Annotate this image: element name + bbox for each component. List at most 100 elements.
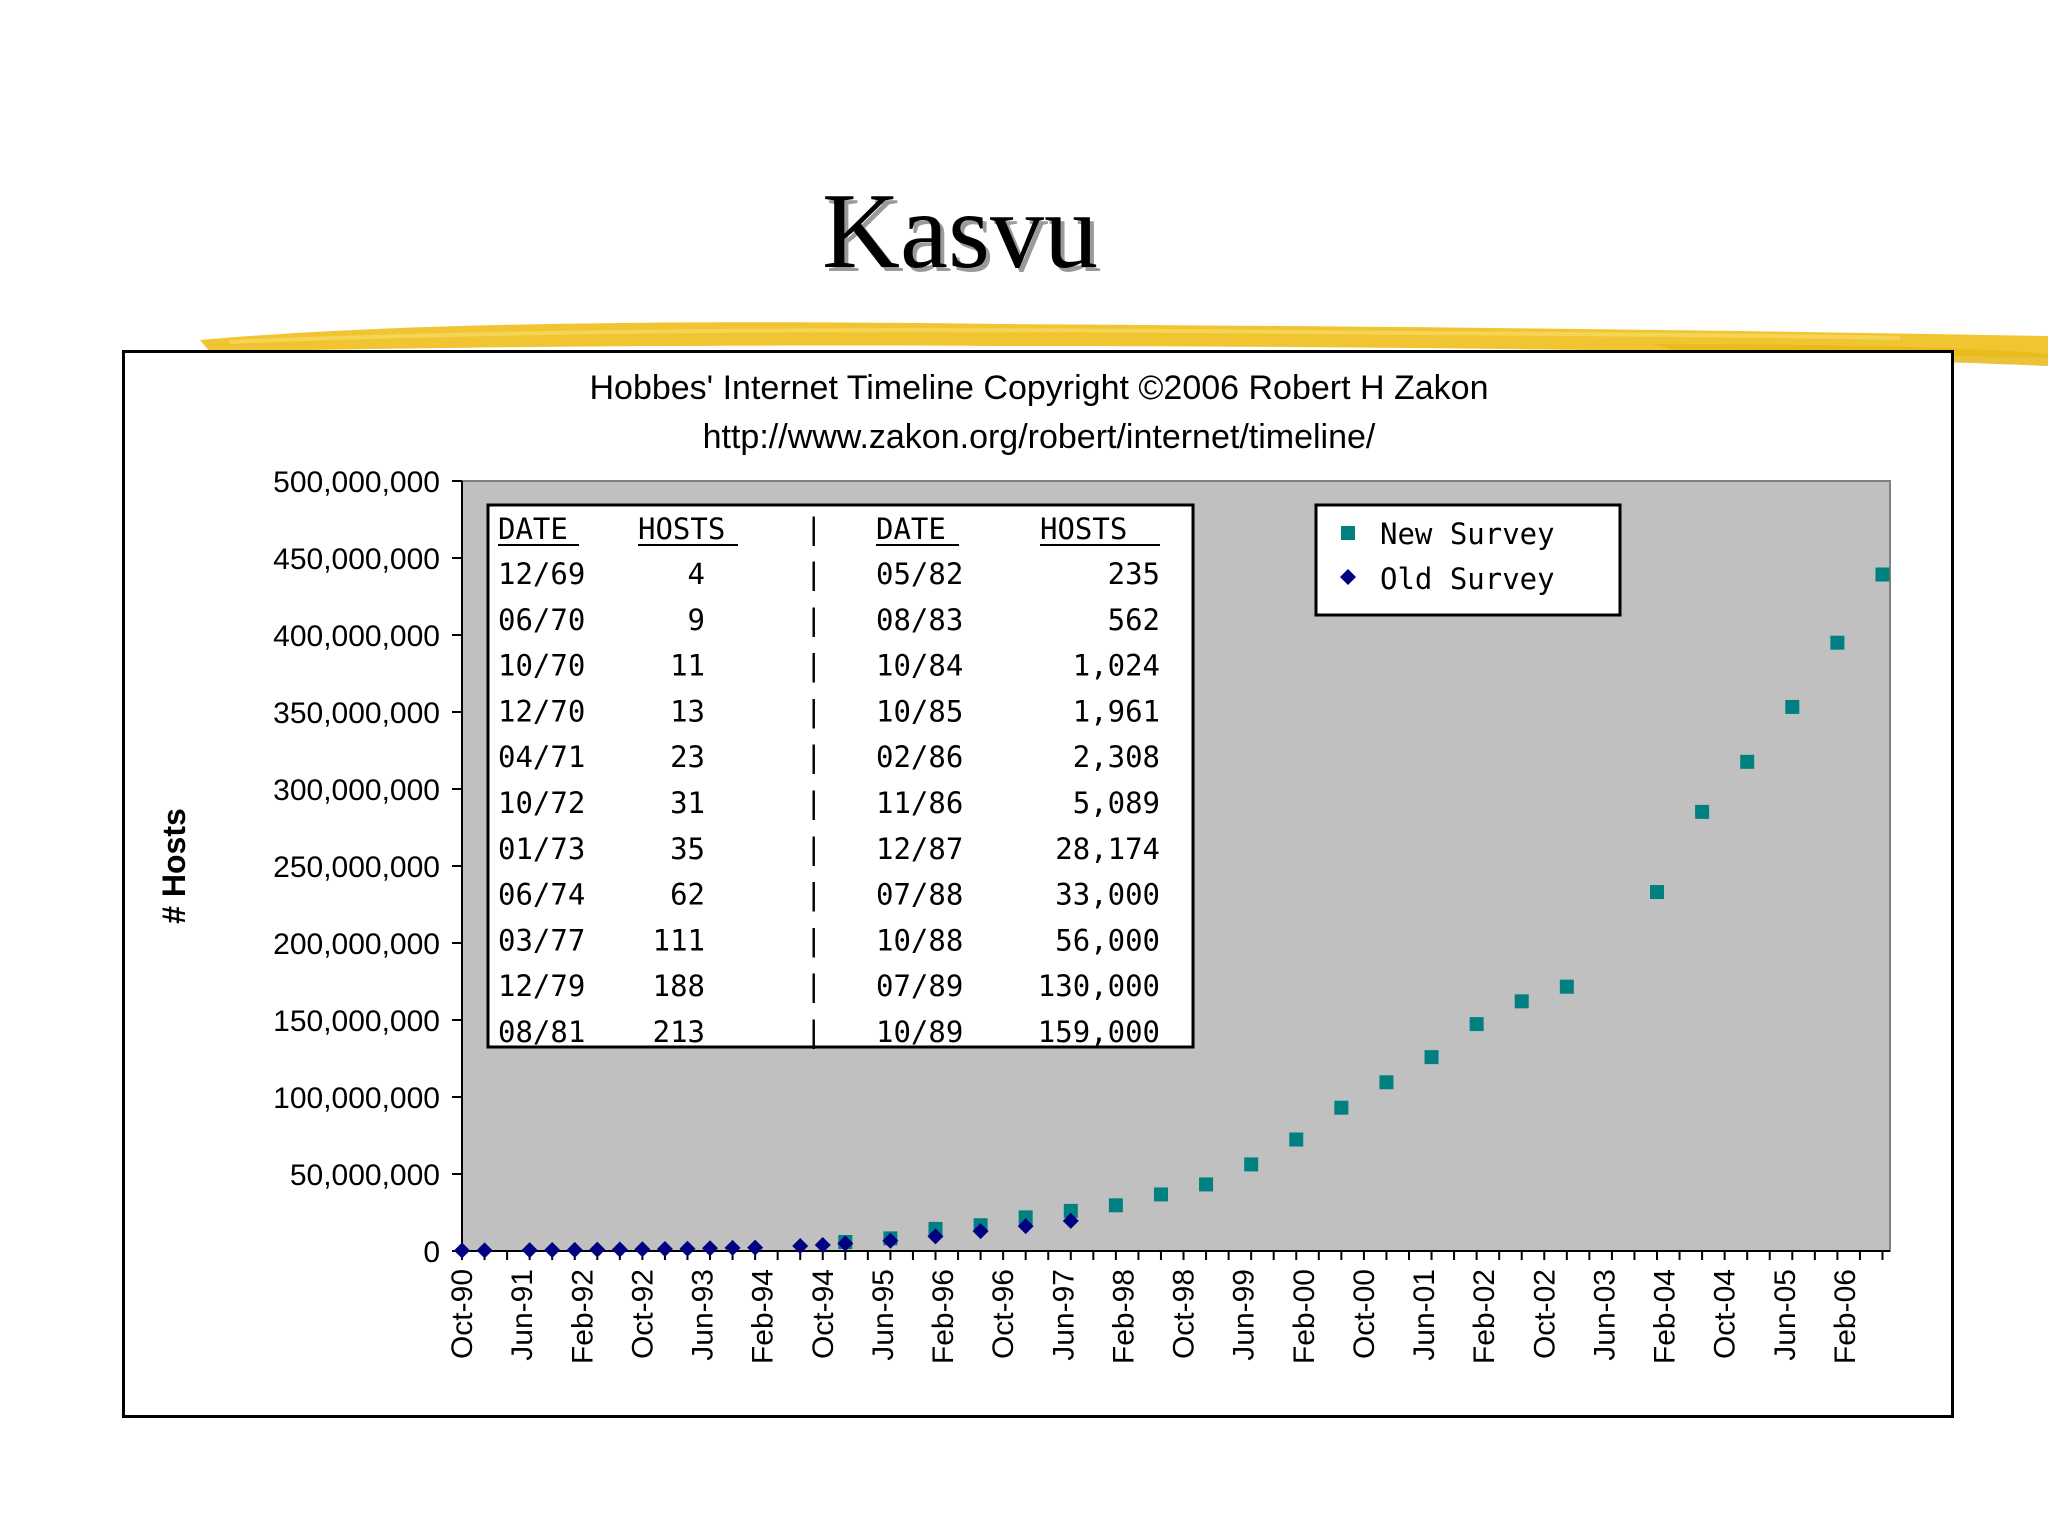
history-table: DATE HOSTS | DATE HOSTS 12/69 4 | 05/82 235 06/70 9… <box>486 503 1195 1049</box>
table-cell: 1,961 <box>1073 694 1160 728</box>
new-survey-point <box>1740 754 1755 769</box>
table-cell: 03/77 <box>498 923 585 957</box>
old-survey-point <box>927 1228 944 1245</box>
table-header-cell: DATE <box>876 512 946 546</box>
table-cell: 07/89 <box>876 969 963 1003</box>
old-survey-point <box>679 1240 696 1257</box>
x-tick-label: Oct-04 <box>1709 1269 1742 1359</box>
table-cell: 05/82 <box>876 557 963 591</box>
new-survey-point <box>1785 699 1800 714</box>
y-tick-label: 100,000,000 <box>273 1082 440 1115</box>
table-cell: | <box>805 969 822 1003</box>
x-tick-label: Jun-03 <box>1588 1269 1621 1361</box>
table-cell: 159,000 <box>1038 1015 1160 1049</box>
table-cell: 10/72 <box>498 786 585 820</box>
x-tick-label: Feb-92 <box>566 1269 599 1364</box>
old-survey-point <box>702 1240 719 1257</box>
old-survey-point <box>656 1240 673 1257</box>
table-cell: | <box>805 557 822 591</box>
old-survey-point <box>724 1239 741 1256</box>
legend: New Survey Old Survey <box>1314 503 1622 617</box>
x-tick-label: Feb-04 <box>1649 1269 1682 1364</box>
table-cell: 12/70 <box>498 694 585 728</box>
old-survey-point <box>882 1232 899 1249</box>
x-tick-label: Feb-96 <box>927 1269 960 1364</box>
table-cell: 31 <box>670 786 705 820</box>
x-tick-label: Oct-00 <box>1348 1269 1381 1359</box>
chart-subtitle: http://www.zakon.org/robert/internet/tim… <box>703 418 1376 456</box>
table-cell: 04/71 <box>498 740 585 774</box>
table-cell: 562 <box>1108 603 1160 637</box>
legend-label-new-survey: New Survey <box>1380 517 1555 551</box>
x-tick-label: Feb-98 <box>1107 1269 1140 1364</box>
x-tick-label: Jun-05 <box>1769 1269 1802 1361</box>
table-cell: 23 <box>670 740 705 774</box>
new-survey-point <box>1424 1050 1439 1065</box>
table-cell: | <box>805 603 822 637</box>
table-cell: 213 <box>653 1015 705 1049</box>
new-survey-point <box>1244 1157 1259 1172</box>
table-cell: | <box>805 694 822 728</box>
y-tick-label: 150,000,000 <box>273 1005 440 1038</box>
new-survey-point <box>1153 1187 1168 1202</box>
new-survey-point <box>1469 1017 1484 1032</box>
table-header-cell: HOSTS <box>638 512 725 546</box>
table-cell: 10/84 <box>876 649 963 683</box>
y-tick-label: 250,000,000 <box>273 851 440 884</box>
y-tick-label: 500,000,000 <box>273 466 440 499</box>
table-header-cell: DATE <box>498 512 568 546</box>
x-tick-label: Feb-02 <box>1468 1269 1501 1364</box>
old-survey-point <box>634 1241 651 1258</box>
table-header-cell: HOSTS <box>1040 512 1127 546</box>
x-tick-label: Jun-93 <box>687 1269 720 1361</box>
old-survey-point <box>589 1241 606 1258</box>
history-table-box <box>486 503 1195 1049</box>
table-cell: 4 <box>688 557 705 591</box>
old-survey-points <box>454 1212 1079 1259</box>
x-tick-label: Feb-94 <box>747 1269 780 1364</box>
old-survey-point <box>1017 1218 1034 1235</box>
table-cell: 01/73 <box>498 832 585 866</box>
table-cell: 06/70 <box>498 603 585 637</box>
new-survey-point <box>1018 1210 1033 1225</box>
table-cell: 56,000 <box>1055 923 1160 957</box>
table-cell: | <box>805 649 822 683</box>
table-cell: 08/81 <box>498 1015 585 1049</box>
table-cell: | <box>805 832 822 866</box>
old-survey-point <box>792 1238 809 1255</box>
x-tick-label: Jun-97 <box>1047 1269 1080 1361</box>
table-cell: 188 <box>653 969 705 1003</box>
x-tick-label: Jun-99 <box>1228 1269 1261 1361</box>
new-survey-point <box>1650 885 1665 900</box>
table-cell: | <box>805 923 822 957</box>
new-survey-point <box>1514 994 1529 1009</box>
new-survey-point <box>1379 1075 1394 1090</box>
chart-frame: Hobbes' Internet Timeline Copyright ©200… <box>122 350 1954 1418</box>
table-cell: 08/83 <box>876 603 963 637</box>
table-cell: 5,089 <box>1073 786 1160 820</box>
table-cell: 2,308 <box>1073 740 1160 774</box>
slide-title: Kasvu <box>822 172 1098 291</box>
legend-box <box>1314 503 1622 617</box>
y-tick-label: 450,000,000 <box>273 543 440 576</box>
table-cell: 10/85 <box>876 694 963 728</box>
x-tick-label: Jun-95 <box>867 1269 900 1361</box>
table-cell: 10/88 <box>876 923 963 957</box>
old-survey-point <box>837 1235 854 1252</box>
new-survey-point <box>1199 1177 1214 1192</box>
x-tick-label: Feb-00 <box>1288 1269 1321 1364</box>
new-survey-point <box>1559 979 1574 994</box>
x-tick-label: Oct-98 <box>1168 1269 1201 1359</box>
x-tick-label: Jun-91 <box>506 1269 539 1361</box>
table-cell: | <box>805 878 822 912</box>
x-tick-label: Oct-96 <box>987 1269 1020 1359</box>
table-cell: 10/89 <box>876 1015 963 1049</box>
legend-marker-old-survey <box>1340 569 1356 585</box>
old-survey-point <box>972 1223 989 1240</box>
table-header-cell: | <box>805 512 822 546</box>
table-cell: 35 <box>670 832 705 866</box>
new-survey-points <box>838 567 1890 1249</box>
old-survey-point <box>476 1242 493 1259</box>
x-tick-label: Feb-06 <box>1829 1269 1862 1364</box>
table-cell: 12/79 <box>498 969 585 1003</box>
